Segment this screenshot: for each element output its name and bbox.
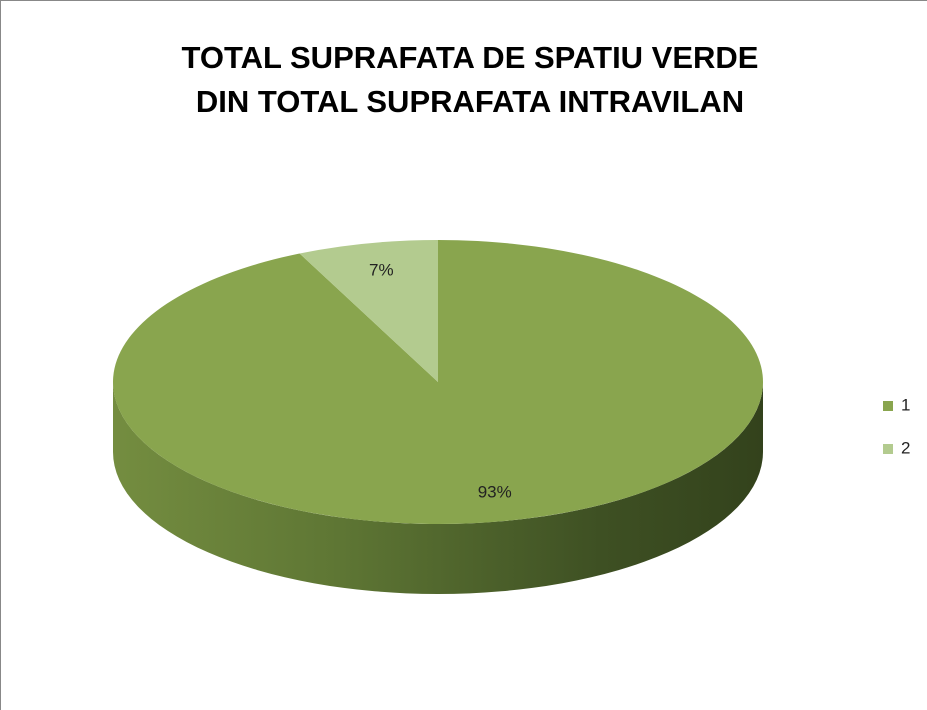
legend-label: 1	[901, 395, 910, 414]
pie-slice	[299, 240, 438, 382]
legend-swatch	[883, 444, 893, 454]
chart-title: DIN TOTAL SUPRAFATA INTRAVILAN	[196, 84, 744, 119]
legend-label: 2	[901, 438, 910, 457]
data-label: 7%	[369, 261, 394, 280]
chart-title: TOTAL SUPRAFATA DE SPATIU VERDE	[182, 40, 759, 75]
data-label: 93%	[478, 482, 512, 501]
legend-swatch	[883, 401, 893, 411]
pie-side	[113, 382, 763, 594]
pie-slice	[112, 240, 763, 525]
